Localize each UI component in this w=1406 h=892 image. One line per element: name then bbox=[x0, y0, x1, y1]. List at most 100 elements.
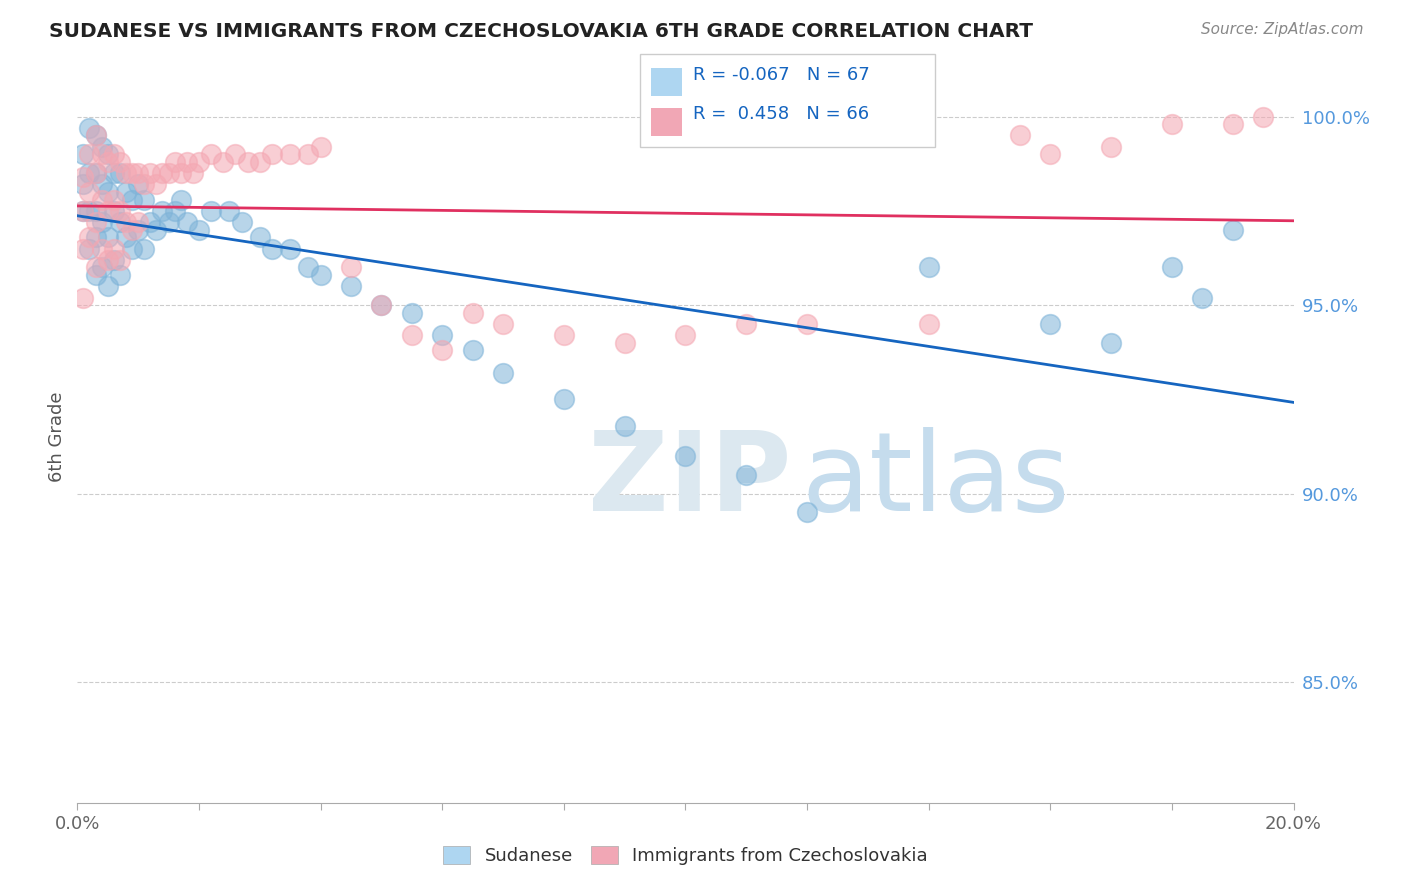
Point bbox=[79, 185, 101, 199]
Point bbox=[157, 166, 180, 180]
Point bbox=[430, 343, 453, 358]
Point bbox=[79, 120, 101, 135]
Point bbox=[430, 328, 453, 343]
Point bbox=[103, 166, 125, 180]
Text: atlas: atlas bbox=[801, 427, 1070, 534]
Point bbox=[115, 230, 138, 244]
Point bbox=[918, 317, 941, 331]
Point bbox=[97, 147, 120, 161]
Y-axis label: 6th Grade: 6th Grade bbox=[48, 392, 66, 483]
Text: R =  0.458   N = 66: R = 0.458 N = 66 bbox=[693, 105, 869, 123]
Point bbox=[127, 215, 149, 229]
Point bbox=[1161, 117, 1184, 131]
Text: Source: ZipAtlas.com: Source: ZipAtlas.com bbox=[1201, 22, 1364, 37]
Point bbox=[97, 185, 120, 199]
Text: ZIP: ZIP bbox=[588, 427, 792, 534]
Point bbox=[170, 166, 193, 180]
Point bbox=[188, 154, 211, 169]
Point bbox=[84, 230, 107, 244]
Point bbox=[188, 223, 211, 237]
Point bbox=[84, 128, 107, 143]
Point bbox=[97, 154, 120, 169]
Point bbox=[72, 242, 94, 256]
Point bbox=[108, 203, 131, 218]
Point bbox=[90, 147, 112, 161]
Point bbox=[200, 147, 222, 161]
Point bbox=[115, 215, 138, 229]
Point bbox=[72, 203, 94, 218]
Point bbox=[72, 147, 94, 161]
Point bbox=[121, 242, 143, 256]
Point bbox=[675, 328, 697, 343]
Point bbox=[79, 203, 101, 218]
Point bbox=[115, 166, 138, 180]
Point bbox=[103, 203, 125, 218]
Point bbox=[127, 178, 149, 192]
Text: SUDANESE VS IMMIGRANTS FROM CZECHOSLOVAKIA 6TH GRADE CORRELATION CHART: SUDANESE VS IMMIGRANTS FROM CZECHOSLOVAK… bbox=[49, 22, 1033, 41]
Point bbox=[212, 154, 235, 169]
Point bbox=[492, 317, 515, 331]
Point bbox=[90, 260, 112, 275]
Point bbox=[735, 467, 758, 482]
Point bbox=[176, 215, 198, 229]
Point bbox=[139, 215, 162, 229]
Point bbox=[121, 166, 143, 180]
Point bbox=[613, 335, 636, 350]
Point bbox=[340, 279, 363, 293]
Point bbox=[224, 147, 246, 161]
Point bbox=[231, 215, 253, 229]
Point bbox=[370, 298, 392, 312]
Point bbox=[97, 252, 120, 267]
Point bbox=[309, 268, 332, 282]
Point bbox=[108, 154, 131, 169]
Point bbox=[1099, 335, 1122, 350]
Point bbox=[918, 260, 941, 275]
Legend: Sudanese, Immigrants from Czechoslovakia: Sudanese, Immigrants from Czechoslovakia bbox=[436, 838, 935, 872]
Point bbox=[72, 203, 94, 218]
Point bbox=[72, 291, 94, 305]
Point bbox=[84, 215, 107, 229]
Point bbox=[1222, 117, 1244, 131]
Point bbox=[553, 392, 575, 407]
Point bbox=[170, 193, 193, 207]
Point bbox=[103, 242, 125, 256]
Point bbox=[297, 147, 319, 161]
Point bbox=[134, 242, 156, 256]
Point bbox=[139, 166, 162, 180]
Point bbox=[84, 166, 107, 180]
Point bbox=[401, 328, 423, 343]
Point bbox=[340, 260, 363, 275]
Point bbox=[218, 203, 240, 218]
Point bbox=[157, 215, 180, 229]
Point bbox=[401, 306, 423, 320]
Point bbox=[1251, 110, 1274, 124]
Point bbox=[90, 178, 112, 192]
Point bbox=[72, 169, 94, 184]
Point bbox=[1191, 291, 1213, 305]
Point bbox=[145, 178, 167, 192]
Point bbox=[181, 166, 204, 180]
Point bbox=[796, 317, 818, 331]
Point bbox=[163, 154, 186, 169]
Point bbox=[278, 147, 301, 161]
Text: R = -0.067   N = 67: R = -0.067 N = 67 bbox=[693, 66, 870, 84]
Point bbox=[79, 230, 101, 244]
Point bbox=[90, 140, 112, 154]
Point bbox=[249, 230, 271, 244]
Point bbox=[84, 166, 107, 180]
Point bbox=[97, 279, 120, 293]
Point bbox=[176, 154, 198, 169]
Point bbox=[108, 252, 131, 267]
Point bbox=[145, 223, 167, 237]
Point bbox=[278, 242, 301, 256]
Point bbox=[127, 223, 149, 237]
Point bbox=[90, 242, 112, 256]
Point bbox=[152, 203, 174, 218]
Point bbox=[103, 193, 125, 207]
Point bbox=[84, 268, 107, 282]
Point bbox=[97, 230, 120, 244]
Point bbox=[613, 418, 636, 433]
Point bbox=[103, 147, 125, 161]
Point bbox=[134, 178, 156, 192]
Point bbox=[115, 185, 138, 199]
